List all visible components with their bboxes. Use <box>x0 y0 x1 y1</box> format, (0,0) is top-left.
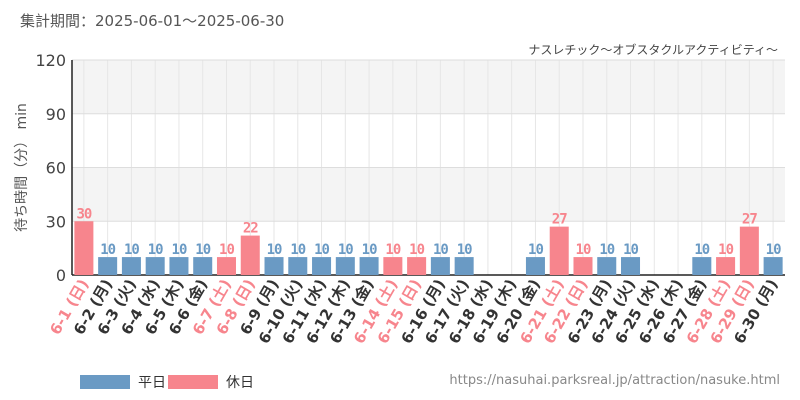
bar-value-label: 10 <box>100 242 115 258</box>
y-tick-label: 30 <box>46 212 66 231</box>
bar <box>264 257 284 275</box>
legend-swatch-weekday <box>80 375 130 389</box>
plot-band <box>72 167 785 222</box>
bar-value-label: 10 <box>124 242 139 258</box>
bar-value-label: 10 <box>718 242 733 258</box>
bar-value-label: 10 <box>314 242 329 258</box>
bar-value-label: 10 <box>528 242 543 258</box>
legend-swatch-holiday <box>168 375 218 389</box>
bar <box>193 257 213 275</box>
y-tick-label: 0 <box>56 266 66 285</box>
bar <box>145 257 165 275</box>
bar-value-label: 30 <box>76 206 91 222</box>
bar <box>359 257 379 275</box>
legend-label-weekday: 平日 <box>138 375 166 391</box>
bar <box>597 257 617 275</box>
bar <box>739 226 759 275</box>
bar <box>121 257 141 275</box>
bar-value-label: 10 <box>338 242 353 258</box>
y-axis-label: 待ち時間（分） min <box>14 103 30 232</box>
bar <box>74 221 94 275</box>
bar <box>216 257 236 275</box>
bar <box>430 257 450 275</box>
bar-value-label: 10 <box>362 242 377 258</box>
plot-band <box>72 60 785 114</box>
bar-value-label: 10 <box>290 242 305 258</box>
bar-value-label: 10 <box>148 242 163 258</box>
bar <box>525 257 545 275</box>
bar <box>692 257 712 275</box>
bar-value-label: 10 <box>219 242 234 258</box>
bar-value-label: 10 <box>433 242 448 258</box>
legend-item-weekday: 平日 <box>80 372 166 392</box>
bar-value-label: 10 <box>599 242 614 258</box>
legend-item-holiday: 休日 <box>168 372 254 392</box>
bar <box>716 257 736 275</box>
bar <box>573 257 593 275</box>
bar-value-label: 10 <box>195 242 210 258</box>
bar-value-label: 10 <box>172 242 187 258</box>
bar-value-label: 10 <box>766 242 781 258</box>
bar <box>454 257 474 275</box>
bar-value-label: 10 <box>576 242 591 258</box>
legend-label-holiday: 休日 <box>226 375 254 391</box>
bar-value-label: 10 <box>409 242 424 258</box>
bar-value-label: 10 <box>623 242 638 258</box>
bar-value-label: 10 <box>385 242 400 258</box>
source-url[interactable]: https://nasuhai.parksreal.jp/attraction/… <box>449 373 780 388</box>
chart-title: ナスレチック～オブスタクルアクティビティ～ <box>528 42 778 57</box>
bar <box>621 257 641 275</box>
bar <box>383 257 403 275</box>
bar <box>407 257 427 275</box>
bar <box>169 257 189 275</box>
bar <box>549 226 569 275</box>
bar <box>763 257 783 275</box>
bar <box>240 235 260 275</box>
bar <box>335 257 355 275</box>
bar-chart: 0 30 60 90 120 待ち時間（分） min ナスレチック～オブスタクルアクティビテ… <box>14 42 785 347</box>
bar-value-label: 10 <box>694 242 709 258</box>
y-tick-label: 90 <box>46 105 66 124</box>
bar-value-label: 22 <box>243 221 258 237</box>
bar-value-label: 27 <box>742 212 757 228</box>
bar <box>98 257 118 275</box>
bar-value-label: 10 <box>267 242 282 258</box>
bar <box>288 257 308 275</box>
bar <box>312 257 332 275</box>
bar-value-label: 27 <box>552 212 567 228</box>
y-tick-label: 60 <box>46 159 66 178</box>
bar-value-label: 10 <box>457 242 472 258</box>
period-label: 集計期間：2025-06-01～2025-06-30 <box>20 12 285 30</box>
y-tick-label: 120 <box>35 51 66 70</box>
